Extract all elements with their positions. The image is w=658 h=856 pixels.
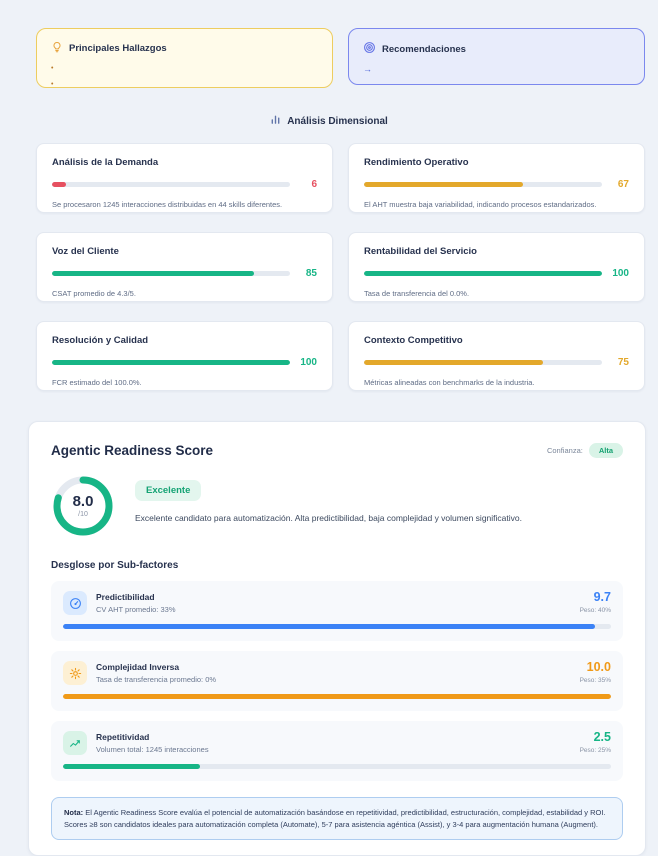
recommendation-item: → [363, 64, 372, 74]
progress-track [364, 182, 602, 187]
progress-track [52, 360, 290, 365]
metric-description: Métricas alineadas con benchmarks de la … [364, 378, 535, 387]
progress-fill [364, 360, 543, 365]
metric-value: 67 [617, 179, 629, 190]
metric-title: Voz del Cliente [52, 246, 119, 257]
agentic-readiness-card: Agentic Readiness Score Confianza: Alta … [28, 421, 646, 856]
metric-title: Rentabilidad del Servicio [364, 246, 477, 257]
metric-title: Resolución y Calidad [52, 335, 149, 346]
metric-description: CSAT promedio de 4.3/5. [52, 289, 136, 298]
subfactor-weight: Peso: 35% [579, 676, 611, 684]
metric-description: FCR estimado del 100.0%. [52, 378, 142, 387]
progress-track [52, 182, 290, 187]
dimension-card-operativo: Rendimiento Operativo 67 El AHT muestra … [348, 143, 645, 213]
lightbulb-icon [51, 41, 63, 56]
subfactor-progress-track [63, 694, 611, 699]
metric-value: 6 [311, 179, 317, 190]
progress-fill [364, 182, 524, 187]
bar-chart-icon [270, 114, 281, 128]
subfactor-repetitividad: Repetitividad Volumen total: 1245 intera… [51, 721, 623, 781]
subfactor-value: 9.7 [593, 590, 611, 604]
dimensional-title: Análisis Dimensional [287, 115, 388, 127]
recommendations-title: Recomendaciones [382, 43, 466, 55]
gear-icon [63, 661, 87, 685]
agentic-description: Excelente candidato para automatización.… [135, 513, 522, 523]
metric-value: 100 [300, 357, 317, 368]
progress-fill [52, 360, 290, 365]
progress-fill [52, 182, 67, 187]
trend-up-icon [63, 731, 87, 755]
subfactor-name: Predictibilidad [96, 592, 155, 602]
subfactor-progress-fill [63, 694, 611, 699]
findings-header: Principales Hallazgos [51, 41, 318, 56]
confidence-badge: Alta [588, 443, 623, 458]
subfactor-predictibilidad: Predictibilidad CV AHT promedio: 33% 9.7… [51, 581, 623, 641]
dimension-card-voz-cliente: Voz del Cliente 85 CSAT promedio de 4.3/… [36, 232, 333, 302]
subfactor-detail: Tasa de transferencia promedio: 0% [96, 675, 217, 684]
subfactor-progress-fill [63, 764, 200, 769]
subfactor-value: 2.5 [593, 730, 611, 744]
metric-description: El AHT muestra baja variabilidad, indica… [364, 200, 597, 209]
score-ring [53, 476, 113, 536]
recommendations-header: Recomendaciones [363, 41, 630, 57]
dimensional-grid: Análisis de la Demanda 6 Se procesaron 1… [0, 128, 658, 391]
subfactor-weight: Peso: 40% [579, 606, 611, 614]
score-badge: Excelente [135, 480, 202, 501]
subfactor-detail: CV AHT promedio: 33% [96, 605, 176, 614]
finding-item [51, 65, 318, 72]
metric-title: Análisis de la Demanda [52, 157, 159, 168]
finding-item [51, 81, 318, 88]
progress-track [364, 271, 602, 276]
metric-value: 75 [617, 357, 629, 368]
note-text: El Agentic Readiness Score evalúa el pot… [64, 808, 606, 829]
dimension-card-demanda: Análisis de la Demanda 6 Se procesaron 1… [36, 143, 333, 213]
subfactors-title: Desglose por Sub-factores [51, 560, 179, 571]
score-denominator: /10 [78, 511, 88, 518]
findings-card: Principales Hallazgos [36, 28, 333, 88]
dimension-card-resolucion: Resolución y Calidad 100 FCR estimado de… [36, 321, 333, 391]
progress-fill [364, 271, 602, 276]
confidence-label: Confianza: [546, 446, 583, 455]
progress-fill [52, 271, 255, 276]
agentic-title: Agentic Readiness Score [51, 443, 214, 458]
subfactor-progress-track [63, 624, 611, 629]
dimension-card-competitivo: Contexto Competitivo 75 Métricas alinead… [348, 321, 645, 391]
metric-value: 100 [612, 268, 629, 279]
score-donut: 8.0 /10 [51, 474, 115, 538]
subfactor-progress-fill [63, 624, 595, 629]
subfactor-weight: Peso: 25% [579, 746, 611, 754]
progress-track [364, 360, 602, 365]
gauge-icon [63, 591, 87, 615]
metric-title: Contexto Competitivo [364, 335, 463, 346]
subfactor-progress-track [63, 764, 611, 769]
subfactor-name: Repetitividad [96, 732, 150, 742]
metric-description: Se procesaron 1245 interacciones distrib… [52, 200, 283, 209]
subfactor-name: Complejidad Inversa [96, 662, 180, 672]
progress-track [52, 271, 290, 276]
subfactor-detail: Volumen total: 1245 interacciones [96, 745, 209, 754]
dimension-card-rentabilidad: Rentabilidad del Servicio 100 Tasa de tr… [348, 232, 645, 302]
metric-value: 85 [305, 268, 317, 279]
recommendations-card: Recomendaciones → [348, 28, 645, 85]
summary-row: Principales Hallazgos Recomendaciones → [0, 0, 658, 88]
findings-title: Principales Hallazgos [69, 43, 167, 54]
metric-description: Tasa de transferencia del 0.0%. [364, 289, 470, 298]
note-label: Nota: [64, 808, 84, 817]
subfactor-value: 10.0 [586, 660, 611, 674]
note-box: Nota: El Agentic Readiness Score evalúa … [51, 797, 623, 841]
dimensional-heading: Análisis Dimensional [0, 114, 658, 128]
subfactor-complejidad: Complejidad Inversa Tasa de transferenci… [51, 651, 623, 711]
target-icon [363, 41, 376, 57]
metric-title: Rendimiento Operativo [364, 157, 469, 168]
score-value: 8.0 [72, 493, 94, 510]
